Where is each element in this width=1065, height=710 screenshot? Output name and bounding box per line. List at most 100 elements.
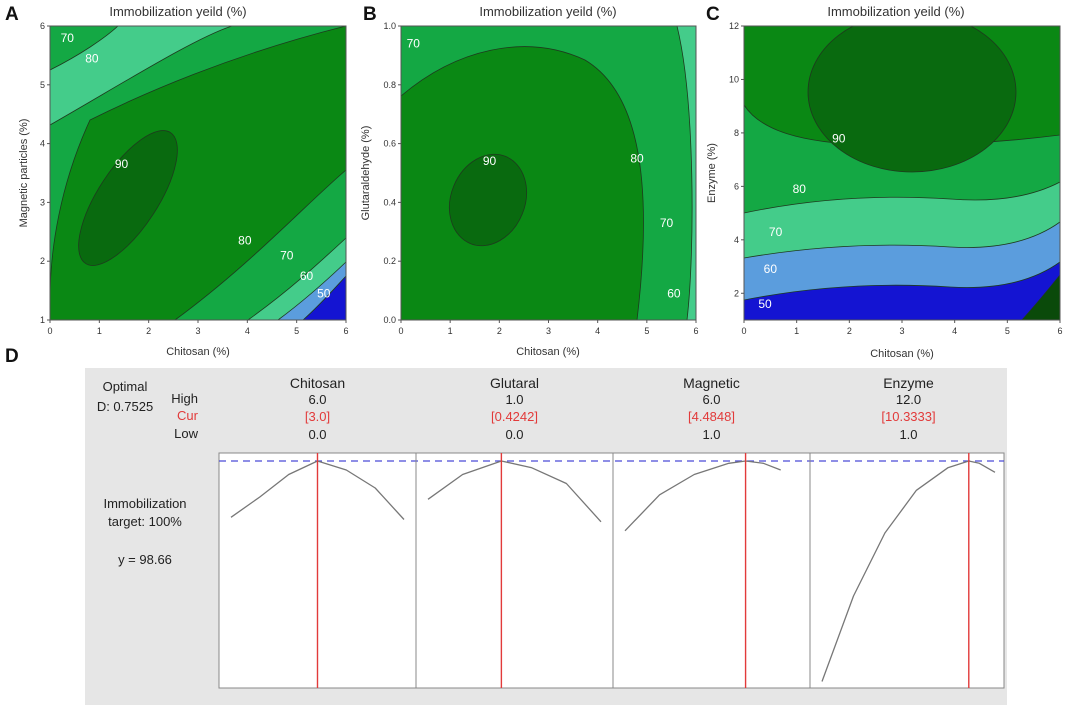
contour-label: 80 (793, 182, 807, 196)
profile-area (218, 452, 1005, 689)
response-name: Immobilization (103, 496, 186, 511)
band-top (807, 26, 1017, 173)
x-tick-label: 4 (245, 326, 250, 336)
contour-label: 80 (238, 234, 252, 248)
contour-label: 50 (758, 297, 772, 311)
y-tick-label: 6 (734, 181, 739, 191)
y-tick-label: 10 (729, 74, 739, 84)
optimizer-plot: Optimal D: 0.7525 High Cur Low Immobiliz… (97, 375, 1005, 689)
band-50 (302, 275, 346, 320)
y-axis-label: Enzyme (%) (706, 143, 718, 203)
factor-low: 1.0 (702, 427, 720, 442)
x-tick-label: 1 (448, 326, 453, 336)
factor-name: Chitosan (290, 375, 345, 391)
row-label-cur: Cur (177, 408, 199, 423)
factor-name: Enzyme (883, 375, 934, 391)
response-optimizer-panel: Optimal D: 0.7525 High Cur Low Immobiliz… (85, 368, 1007, 705)
x-tick-label: 1 (794, 326, 799, 336)
row-label-low: Low (174, 426, 198, 441)
x-tick-label: 3 (195, 326, 200, 336)
y-tick-label: 0.8 (383, 80, 396, 90)
x-tick-label: 5 (294, 326, 299, 336)
x-axis-label: Chitosan (%) (166, 346, 230, 358)
x-tick-label: 6 (343, 326, 348, 336)
factor-high: 6.0 (702, 392, 720, 407)
factor-high: 12.0 (896, 392, 921, 407)
desirability-curve (427, 460, 602, 523)
x-tick-label: 2 (497, 326, 502, 336)
factor-name: Glutaral (490, 375, 539, 391)
x-tick-label: 3 (899, 326, 904, 336)
contour-label: 70 (407, 37, 421, 51)
y-tick-label: 2 (734, 288, 739, 298)
response-y-value: y = 98.66 (118, 552, 172, 567)
contour-plot-chitosan-glutaraldehyde: Immobilization yeild (%) 70 90 80 70 60 0 1 2 3… (360, 4, 699, 358)
x-tick-label: 6 (1057, 326, 1062, 336)
contour-label: 70 (61, 31, 75, 45)
factor-current: [10.3333] (881, 409, 935, 424)
factor-low: 0.0 (308, 427, 326, 442)
band-80-corner (50, 26, 119, 71)
contour-label: 80 (630, 151, 644, 165)
x-tick-label: 6 (693, 326, 698, 336)
factor-current: [4.4848] (688, 409, 735, 424)
factor-low: 1.0 (899, 427, 917, 442)
x-tick-label: 5 (1005, 326, 1010, 336)
x-tick-label: 1 (97, 326, 102, 336)
x-tick-label: 2 (146, 326, 151, 336)
y-tick-label: 4 (40, 139, 45, 149)
y-tick-label: 6 (40, 21, 45, 31)
y-axis-label: Glutaraldehyde (%) (360, 126, 372, 221)
panel-letter-b: B (363, 4, 377, 25)
x-axis-label: Chitosan (%) (870, 348, 934, 360)
chart-title: Immobilization yeild (%) (109, 4, 246, 19)
x-tick-label: 5 (644, 326, 649, 336)
x-tick-label: 0 (741, 326, 746, 336)
x-axis-label: Chitosan (%) (516, 346, 580, 358)
y-tick-label: 0.4 (383, 197, 396, 207)
y-tick-label: 5 (40, 80, 45, 90)
contour-label: 90 (832, 131, 846, 145)
contour-label: 70 (769, 225, 783, 239)
y-tick-label: 1 (40, 315, 45, 325)
y-tick-label: 0.0 (383, 315, 396, 325)
factor-low: 0.0 (505, 427, 523, 442)
chart-title: Immobilization yeild (%) (827, 4, 964, 19)
desirability-curve (821, 460, 996, 682)
x-tick-label: 0 (47, 326, 52, 336)
x-tick-label: 0 (398, 326, 403, 336)
contour-label: 70 (280, 248, 294, 262)
contour-label: 80 (85, 51, 99, 65)
y-tick-label: 0.6 (383, 139, 396, 149)
y-axis-label: Magnetic particles (%) (18, 119, 30, 228)
response-target: target: 100% (108, 514, 182, 529)
x-tick-label: 3 (546, 326, 551, 336)
x-tick-label: 2 (847, 326, 852, 336)
factor-name: Magnetic (683, 375, 740, 391)
panel-letter-c: C (706, 4, 720, 25)
y-tick-label: 12 (729, 21, 739, 31)
factor-high: 6.0 (308, 392, 326, 407)
contour-label: 50 (317, 287, 331, 301)
desirability-label: D: 0.7525 (97, 399, 153, 414)
y-tick-label: 8 (734, 128, 739, 138)
optimal-label: Optimal (103, 379, 148, 394)
factor-current: [0.4242] (491, 409, 538, 424)
panel-letter-a: A (5, 4, 19, 25)
contour-label: 60 (300, 269, 314, 283)
y-tick-label: 0.2 (383, 256, 396, 266)
y-tick-label: 3 (40, 197, 45, 207)
x-tick-label: 4 (952, 326, 957, 336)
contour-label: 60 (764, 262, 778, 276)
contour-label: 90 (483, 154, 497, 168)
band-70 (50, 26, 233, 126)
contour-label: 60 (667, 287, 681, 301)
y-tick-label: 2 (40, 256, 45, 266)
desirability-curve (624, 460, 781, 532)
band-top (449, 153, 527, 247)
chart-title: Immobilization yeild (%) (479, 4, 616, 19)
factor-high: 1.0 (505, 392, 523, 407)
contour-plot-chitosan-magnetic: Immobilization yeild (%) 70809080706050 … (18, 4, 349, 358)
contour-label: 70 (660, 216, 674, 230)
